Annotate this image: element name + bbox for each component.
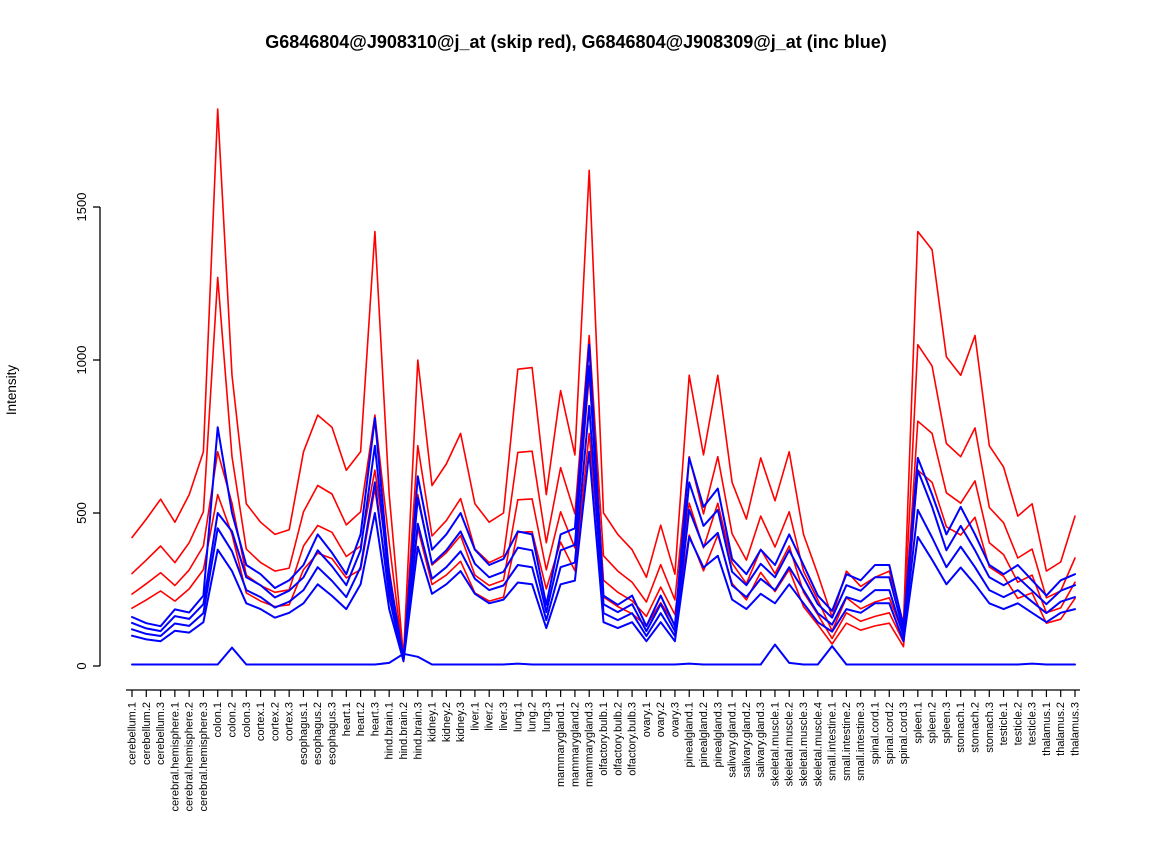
- y-tick-label: 500: [74, 502, 89, 524]
- x-tick-label: cerebral.hemisphere.2: [184, 702, 196, 811]
- series-inc-blue-4: [131, 450, 1076, 663]
- x-tick-label: lung.2: [527, 702, 539, 732]
- x-tick-label: lung.1: [512, 702, 524, 732]
- x-tick-label: thalamus.3: [1070, 702, 1082, 756]
- x-tick-label: kidney.3: [455, 702, 467, 742]
- x-tick-label: testicle.1: [998, 702, 1010, 745]
- y-tick-label: 1500: [74, 193, 89, 222]
- x-tick-label: ovary.1: [641, 702, 653, 737]
- x-tick-label: small.intestine.1: [827, 702, 839, 781]
- x-tick-label: heart.2: [355, 702, 367, 736]
- x-tick-label: small.intestine.2: [841, 702, 853, 781]
- x-tick-label: esophagus.3: [327, 702, 339, 765]
- x-tick-label: mammarygland.1: [555, 702, 567, 787]
- x-tick-label: cortex.1: [255, 702, 267, 741]
- x-tick-label: olfactory.bulb.2: [612, 702, 624, 776]
- x-tick-label: mammarygland.3: [584, 702, 596, 787]
- y-tick-label: 0: [74, 662, 89, 669]
- x-tick-label: salivary.gland.2: [741, 702, 753, 778]
- x-tick-label: heart.3: [369, 702, 381, 736]
- y-tick-label: 1000: [74, 346, 89, 375]
- x-tick-label: spleen.2: [927, 702, 939, 744]
- chart-title: G6846804@J908310@j_at (skip red), G68468…: [265, 32, 887, 52]
- x-tick-label: lung.3: [541, 702, 553, 732]
- x-tick-label: cerebral.hemisphere.1: [169, 702, 181, 811]
- x-tick-label: spleen.1: [912, 702, 924, 744]
- x-tick-label: cortex.3: [284, 702, 296, 741]
- x-tick-label: heart.1: [341, 702, 353, 736]
- x-tick-label: liver.3: [498, 702, 510, 731]
- x-tick-label: ovary.3: [669, 702, 681, 737]
- x-tick-label: mammarygland.2: [569, 702, 581, 787]
- x-tick-label: salivary.gland.3: [755, 702, 767, 778]
- x-tick-label: kidney.2: [441, 702, 453, 742]
- x-tick-label: cortex.2: [269, 702, 281, 741]
- x-tick-label: spinal.cord.1: [869, 702, 881, 764]
- x-tick-label: colon.1: [212, 702, 224, 737]
- x-tick-label: skeletal.muscle.3: [798, 702, 810, 786]
- x-tick-label: skeletal.muscle.4: [812, 702, 824, 786]
- x-tick-label: small.intestine.3: [855, 702, 867, 781]
- x-tick-label: spleen.3: [941, 702, 953, 744]
- x-tick-label: olfactory.bulb.3: [627, 702, 639, 776]
- x-tick-label: stomach.3: [984, 702, 996, 753]
- x-tick-label: hind.brain.2: [398, 702, 410, 760]
- x-tick-label: skeletal.muscle.1: [769, 702, 781, 786]
- x-tick-label: cerebellum.3: [155, 702, 167, 765]
- x-tick-label: stomach.2: [969, 702, 981, 753]
- series-skip-red-1: [131, 108, 1076, 658]
- x-tick-label: olfactory.bulb.1: [598, 702, 610, 776]
- x-tick-label: skeletal.muscle.2: [784, 702, 796, 786]
- x-tick-label: pinealgland.1: [684, 702, 696, 767]
- x-tick-label: esophagus.2: [312, 702, 324, 765]
- x-tick-label: testicle.2: [1012, 702, 1024, 745]
- x-tick-label: cerebellum.2: [141, 702, 153, 765]
- x-tick-label: salivary.gland.1: [727, 702, 739, 778]
- x-tick-label: thalamus.2: [1055, 702, 1067, 756]
- x-tick-label: thalamus.1: [1041, 702, 1053, 756]
- x-tick-label: ovary.2: [655, 702, 667, 737]
- x-tick-label: hind.brain.3: [412, 702, 424, 760]
- x-tick-label: kidney.1: [427, 702, 439, 742]
- x-tick-label: pinealgland.2: [698, 702, 710, 767]
- x-tick-label: testicle.3: [1027, 702, 1039, 745]
- x-tick-label: liver.2: [484, 702, 496, 731]
- series-skip-red-2: [131, 276, 1076, 661]
- x-tick-label: pinealgland.3: [712, 702, 724, 767]
- x-tick-label: spinal.cord.3: [898, 702, 910, 764]
- x-tick-label: cerebral.hemisphere.3: [198, 702, 210, 811]
- series-inc-blue-baseline: [131, 643, 1076, 666]
- x-tick-label: spinal.cord.2: [884, 702, 896, 764]
- x-tick-label: stomach.1: [955, 702, 967, 753]
- x-tick-label: hind.brain.1: [384, 702, 396, 760]
- x-tick-label: liver.1: [469, 702, 481, 731]
- x-tick-label: esophagus.1: [298, 702, 310, 765]
- x-tick-label: colon.3: [241, 702, 253, 737]
- y-axis-label: Intensity: [4, 365, 19, 416]
- x-tick-label: colon.2: [227, 702, 239, 737]
- x-tick-label: cerebellum.1: [127, 702, 139, 765]
